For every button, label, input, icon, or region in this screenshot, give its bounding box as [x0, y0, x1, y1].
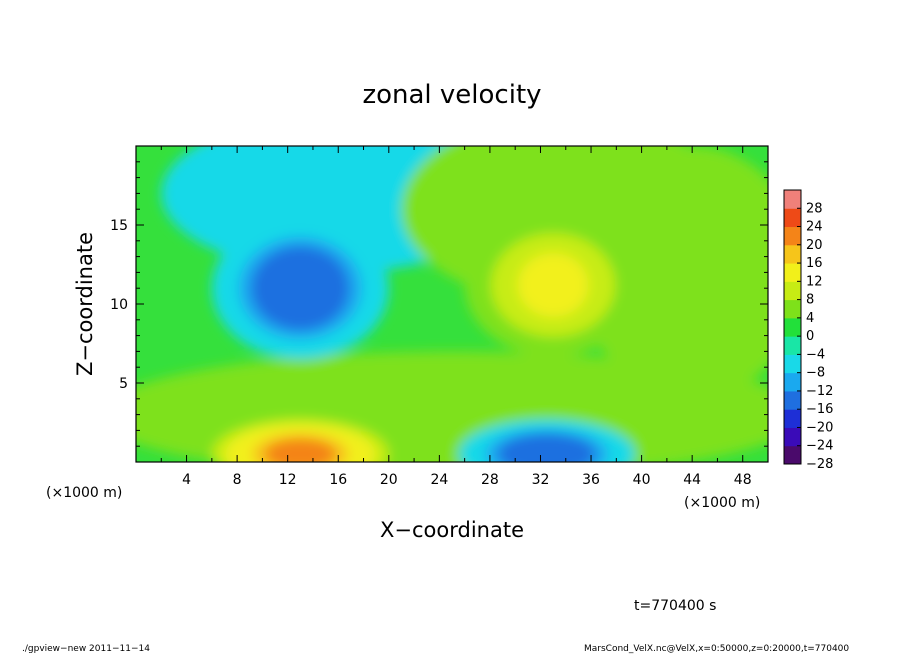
field-region	[578, 146, 768, 399]
time-annotation: t=770400 s	[634, 598, 716, 614]
footer-right: MarsCond_VelX.nc@VelX,x=0:50000,z=0:2000…	[584, 644, 849, 654]
colorbar-label: −12	[806, 384, 833, 399]
y-tick-label: 10	[110, 297, 128, 313]
colorbar-label: 16	[806, 256, 823, 271]
colorbar-label: −8	[806, 366, 825, 381]
colorbar-segment	[784, 226, 801, 246]
colorbar-segment	[784, 409, 801, 428]
field-region	[136, 351, 768, 462]
x-unit-label-left: (×1000 m)	[46, 485, 122, 501]
colorbar-segment	[784, 208, 801, 228]
x-tick-label: 40	[633, 472, 651, 488]
footer-left: ./gpview−new 2011−11−14	[22, 644, 150, 654]
colorbar-label: −16	[806, 402, 833, 417]
colorbar-segment	[784, 390, 801, 410]
x-tick-label: 28	[481, 472, 499, 488]
colorbar-segment	[784, 317, 801, 337]
x-tick-label: 8	[233, 472, 242, 488]
colorbar-segment	[784, 336, 801, 355]
colorbar-label: 20	[806, 238, 823, 253]
x-tick-label: 12	[279, 472, 297, 488]
colorbar-segment	[784, 427, 801, 447]
x-tick-label: 16	[329, 472, 347, 488]
colorbar-segment	[784, 190, 801, 209]
colorbar-label: −28	[806, 457, 833, 472]
colorbar: 28 24 20 16 12 8 4 0 −4 −8 −12 −16 −20 −24 −28	[783, 189, 833, 472]
colorbar-segment	[784, 299, 801, 319]
x-tick-label: 20	[380, 472, 398, 488]
colorbar-label: −20	[806, 420, 833, 435]
colorbar-label: 28	[806, 201, 823, 216]
y-tick-label: 15	[110, 218, 128, 234]
colorbar-label: 12	[806, 274, 823, 289]
y-axis-label: Z−coordinate	[73, 232, 97, 376]
field-maximum	[517, 253, 589, 318]
colorbar-segment	[784, 372, 801, 392]
x-tick-label: 24	[430, 472, 448, 488]
colorbar-segment	[784, 445, 801, 465]
y-axis: 5 10 15	[110, 161, 768, 447]
colorbar-label: 8	[806, 293, 814, 308]
colorbar-segment	[784, 281, 801, 301]
colorbar-segment	[784, 244, 801, 264]
x-unit-label-right: (×1000 m)	[684, 495, 760, 511]
colorbar-label: 0	[806, 329, 814, 344]
colorbar-segment	[784, 354, 801, 374]
colorbar-segment	[784, 263, 801, 282]
x-axis: 4 8 12 16 20 24 28 32 36 40 44 48	[160, 146, 752, 488]
field-minimum	[511, 438, 583, 462]
x-tick-label: 44	[683, 472, 701, 488]
x-axis-label: X−coordinate	[380, 518, 524, 542]
velocity-field	[136, 146, 768, 462]
x-tick-label: 32	[532, 472, 550, 488]
x-tick-label: 4	[182, 472, 191, 488]
field-maximum	[264, 438, 336, 462]
y-tick-label: 5	[119, 376, 128, 392]
colorbar-frame	[783, 189, 802, 465]
field-minimum	[264, 256, 336, 321]
x-tick-label: 48	[734, 472, 752, 488]
colorbar-label: −4	[806, 347, 825, 362]
x-tick-label: 36	[582, 472, 600, 488]
colorbar-label: 24	[806, 220, 823, 235]
chart-title: zonal velocity	[362, 80, 541, 110]
colorbar-label: 4	[806, 311, 814, 326]
colorbar-label: −24	[806, 439, 833, 454]
